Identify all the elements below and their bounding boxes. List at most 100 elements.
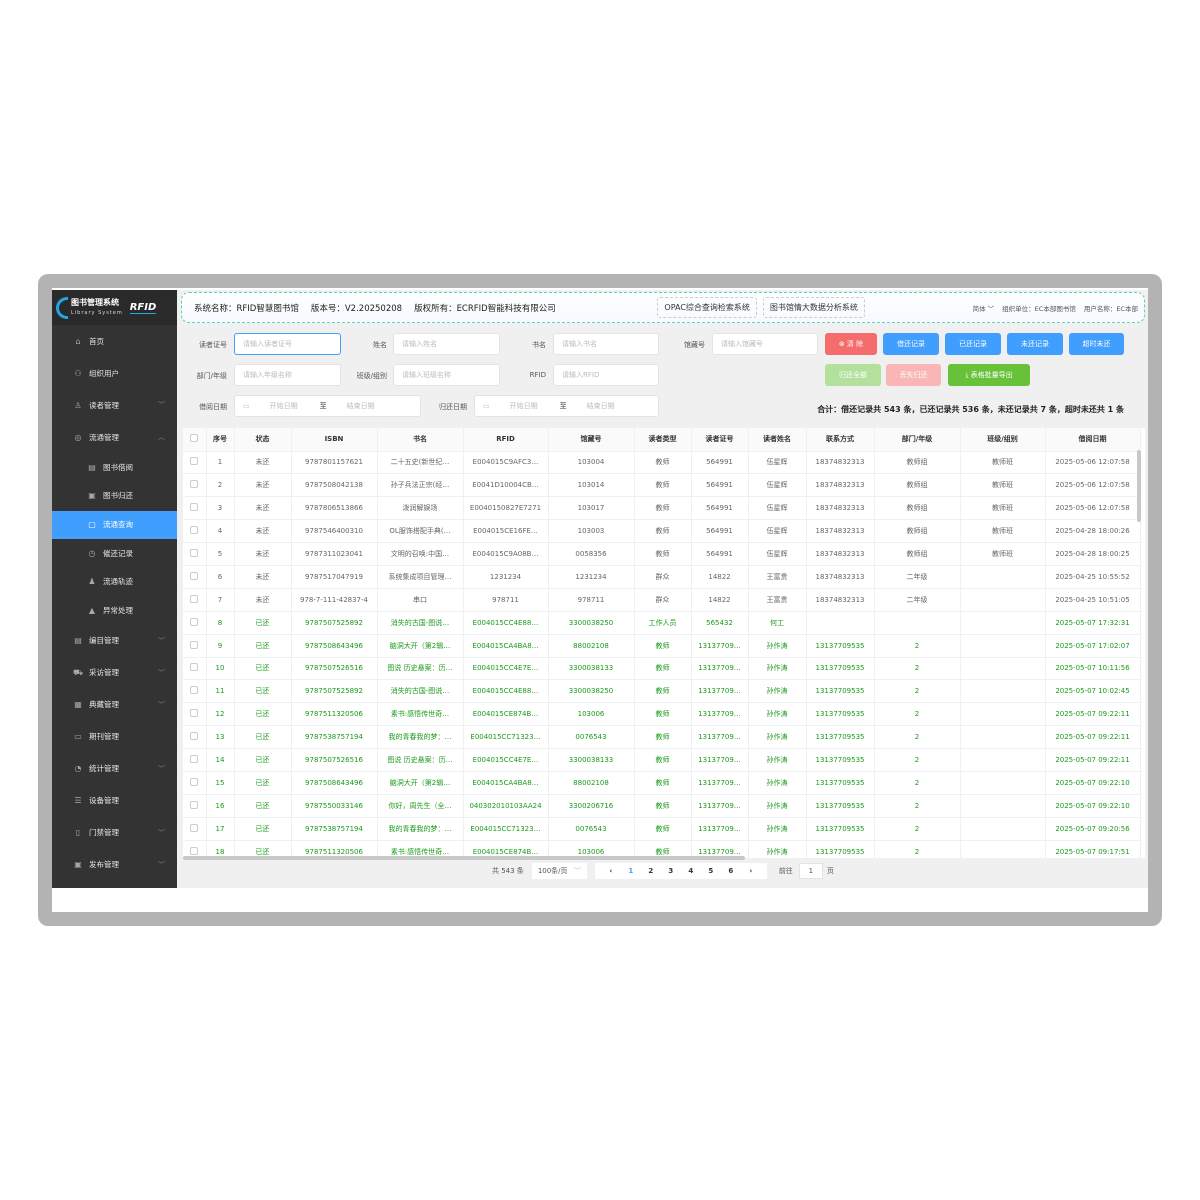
column-header[interactable]: 读者类型 (634, 428, 692, 452)
row-checkbox[interactable] (183, 657, 207, 681)
all-records-button[interactable]: 借还记录 (883, 333, 939, 355)
clear-button[interactable]: ⊗ 清 除 (825, 333, 877, 355)
sidebar-item-15[interactable]: ☰ 设备管理 (52, 787, 177, 815)
row-checkbox[interactable] (183, 817, 207, 841)
table-row[interactable]: 13 已还 9787538757194 我的青春我的梦：… E004015CC71323… (183, 725, 1141, 750)
sidebar-item-17[interactable]: ▣ 发布管理 ﹀ (52, 851, 177, 879)
table-row[interactable]: 10 已还 9787507526516 图说 历史悬案：历… E004015CC4E7E… (183, 657, 1141, 681)
title-input[interactable]: 请输入书名 (553, 333, 659, 355)
table-row[interactable]: 2 未还 9787508042138 孙子兵法正宗(经… E0041D10004CB… 1… (183, 473, 1141, 498)
rfid-input[interactable]: 请输入RFID (553, 364, 659, 386)
sidebar-item-11[interactable]: ⛟ 采访管理 ﹀ (52, 659, 177, 687)
table-row[interactable]: 7 未还 978-7-111-42837-4 串口 978711 978711 群众 1482… (183, 588, 1141, 612)
overdue-button[interactable]: 超时未还 (1069, 333, 1124, 355)
column-header[interactable]: 部门/年级 (874, 428, 961, 452)
opac-button[interactable]: OPAC综合查询检索系统 (657, 297, 757, 318)
column-header[interactable]: 状态 (234, 428, 292, 452)
sidebar-item-7[interactable]: ◷ 催还记录 (52, 539, 177, 567)
table-row[interactable]: 17 已还 9787538757194 我的青春我的梦：… E004015CC71323… (183, 817, 1141, 841)
select-all-checkbox[interactable] (183, 428, 207, 452)
page-button[interactable]: 4 (688, 867, 694, 875)
row-checkbox[interactable] (183, 451, 207, 475)
page-button[interactable]: 1 (628, 867, 634, 875)
return-date-range[interactable]: ▭ 开始日期 至 结束日期 (474, 395, 659, 417)
table-row[interactable]: 15 已还 9787508643496 脑洞大开（第2辑… E004015CA4BA8…… (183, 771, 1141, 795)
not-returned-button[interactable]: 未还记录 (1007, 333, 1063, 355)
lost-return-button[interactable]: 丢失归还 (886, 364, 941, 386)
horizontal-scrollbar[interactable] (183, 856, 745, 860)
table-row[interactable]: 3 未还 9787806513866 泼润解娱场 E0040150827E7271 103… (183, 496, 1141, 521)
sidebar-item-10[interactable]: ▤ 编目管理 ﹀ (52, 627, 177, 655)
column-header[interactable]: ISBN (291, 428, 378, 452)
table-row[interactable]: 4 未还 9787546400310 OL服饰搭配手典(… E004015CE16FE…… (183, 519, 1141, 544)
row-checkbox[interactable] (183, 565, 207, 589)
table-row[interactable]: 6 未还 9787517047919 系统集成项目管理… 1231234 1231234 群… (183, 565, 1141, 589)
sidebar-item-4[interactable]: ▤ 图书借阅 (52, 453, 177, 481)
sidebar-item-8[interactable]: ♟ 流通轨迹 (52, 568, 177, 596)
call-no-input[interactable]: 请输入馆藏号 (712, 333, 818, 355)
row-checkbox[interactable] (183, 702, 207, 727)
reader-id-input[interactable]: 请输入读者证号 (234, 333, 341, 355)
column-header[interactable]: 书名 (377, 428, 464, 452)
sidebar-item-16[interactable]: ▯ 门禁管理 ﹀ (52, 819, 177, 847)
borrow-date-range[interactable]: ▭ 开始日期 至 结束日期 (234, 395, 421, 417)
return-start[interactable]: 开始日期 (509, 402, 538, 410)
sidebar-item-13[interactable]: ▭ 期刊管理 (52, 723, 177, 751)
row-checkbox[interactable] (183, 473, 207, 498)
table-row[interactable]: 9 已还 9787508643496 脑洞大开（第2辑… E004015CA4BA8… 8… (183, 634, 1141, 658)
sidebar-item-9[interactable]: ▲ 异常处理 (52, 596, 177, 624)
return-all-button[interactable]: 归还全部 (825, 364, 881, 386)
row-checkbox[interactable] (183, 794, 207, 818)
borrow-start[interactable]: 开始日期 (269, 402, 298, 410)
row-checkbox[interactable] (183, 748, 207, 772)
column-header[interactable]: 读者姓名 (748, 428, 807, 452)
row-checkbox[interactable] (183, 840, 207, 858)
table-row[interactable]: 8 已还 9787507525892 消失的古国-图说… E004015CC4E88… 3… (183, 611, 1141, 635)
sidebar-item-14[interactable]: ◔ 统计管理 ﹀ (52, 755, 177, 783)
bigdata-button[interactable]: 图书馆情大数据分析系统 (762, 297, 865, 318)
column-header[interactable]: 读者证号 (691, 428, 749, 452)
table-row[interactable]: 18 已还 9787511320506 素书:感悟传世奇… E004015CE874B…… (183, 840, 1141, 858)
row-checkbox[interactable] (183, 725, 207, 750)
row-checkbox[interactable] (183, 611, 207, 635)
table-row[interactable]: 16 已还 9787550033146 你好，周先生（全… 040302010103AA… (183, 794, 1141, 818)
page-size-select[interactable]: 100条/页 ﹀ (531, 863, 587, 879)
row-checkbox[interactable] (183, 679, 207, 704)
sidebar-item-2[interactable]: ♙ 读者管理 ﹀ (52, 391, 177, 419)
table-row[interactable]: 12 已还 9787511320506 素书:感悟传世奇… E004015CE874B…… (183, 702, 1141, 727)
return-end[interactable]: 结束日期 (586, 402, 615, 410)
dept-input[interactable]: 请输入年级名称 (234, 364, 341, 386)
table-row[interactable]: 1 未还 9787801157621 二十五史(新世纪… E004015C9AFC3… 1… (183, 451, 1141, 475)
row-checkbox[interactable] (183, 771, 207, 795)
row-checkbox[interactable] (183, 542, 207, 566)
row-checkbox[interactable] (183, 634, 207, 658)
row-checkbox[interactable] (183, 496, 207, 521)
sidebar-item-5[interactable]: ▣ 图书归还 (52, 482, 177, 510)
sidebar-item-1[interactable]: ⚇ 组织用户 (52, 359, 177, 387)
table-row[interactable]: 5 未还 9787311023041 文明的召唤:中国… E004015C9A08B… 0… (183, 542, 1141, 566)
page-button[interactable]: 3 (668, 867, 674, 875)
page-button[interactable]: 6 (728, 867, 734, 875)
column-header[interactable]: 联系方式 (806, 428, 875, 452)
column-header[interactable]: 序号 (206, 428, 235, 452)
goto-input[interactable]: 1 (798, 863, 823, 879)
row-checkbox[interactable] (183, 519, 207, 544)
returned-button[interactable]: 已还记录 (945, 333, 1001, 355)
column-header[interactable]: 馆藏号 (548, 428, 635, 452)
sidebar-item-12[interactable]: ▦ 典藏管理 ﹀ (52, 691, 177, 719)
page-button[interactable]: 2 (648, 867, 654, 875)
borrow-end[interactable]: 结束日期 (346, 402, 375, 410)
table-row[interactable]: 11 已还 9787507525892 消失的古国-图说… E004015CC4E88…… (183, 679, 1141, 704)
prev-page-button[interactable]: ‹ (609, 867, 613, 875)
sidebar-item-0[interactable]: ⌂ 首页 (52, 327, 177, 355)
sidebar-item-3[interactable]: ◎ 流通管理 ︿ (52, 423, 177, 451)
vertical-scrollbar[interactable] (1137, 450, 1141, 522)
next-page-button[interactable]: › (749, 867, 753, 875)
export-button[interactable]: ⤓ 表格批量导出 (948, 364, 1030, 386)
name-input[interactable]: 请输入姓名 (393, 333, 500, 355)
class-input[interactable]: 请输入班级名称 (393, 364, 500, 386)
sidebar-item-6[interactable]: ▢ 流通查询 (52, 510, 177, 539)
table-row[interactable]: 14 已还 9787507526516 图说 历史悬案：历… E004015CC4E7E… (183, 748, 1141, 772)
column-header[interactable]: 借阅日期 (1045, 428, 1141, 452)
language-select[interactable]: 简体 ﹀ (972, 304, 995, 313)
